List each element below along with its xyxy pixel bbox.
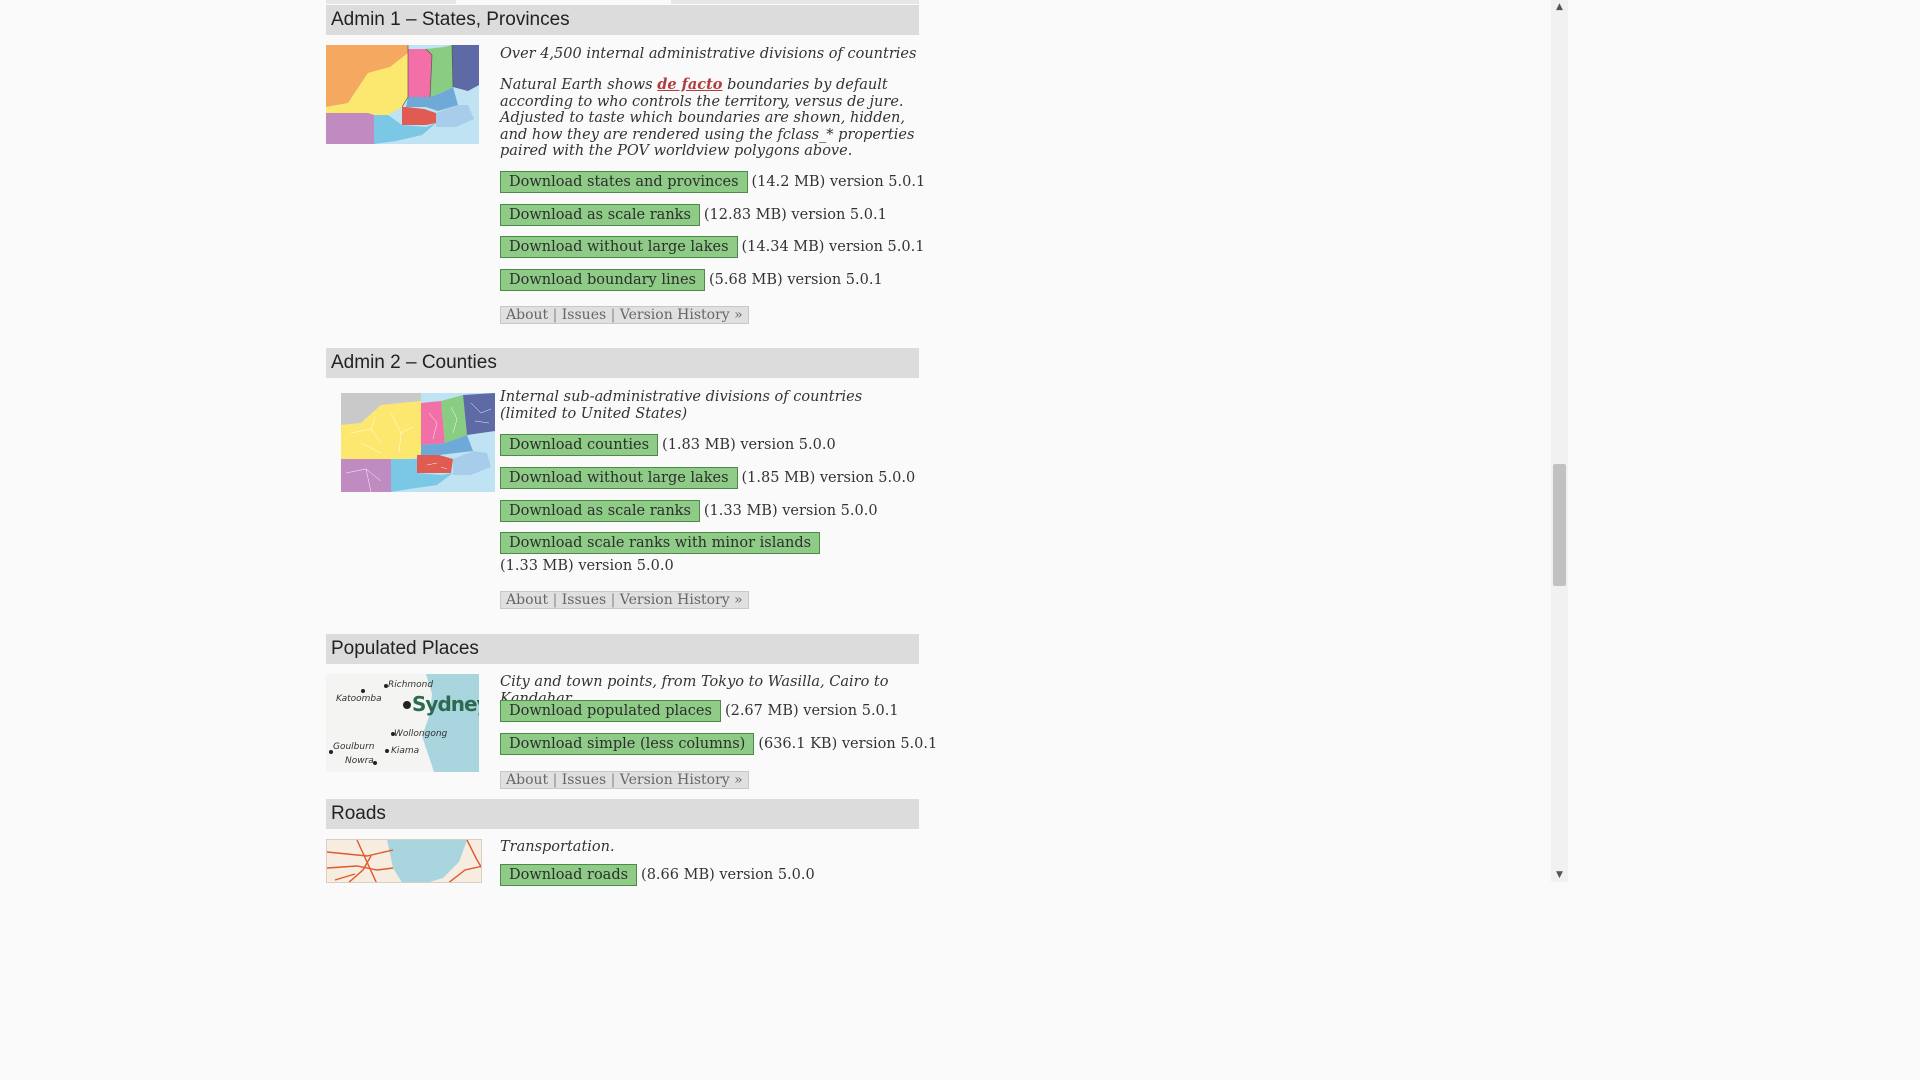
download-counties-button[interactable]: Download counties (500, 434, 659, 456)
map-label-wollongong: Wollongong (394, 729, 448, 739)
de-facto-link[interactable]: de facto (657, 76, 723, 93)
section-admin2: Admin 2 – Counties Internal sub-administ… (326, 348, 919, 623)
admin1-info-links: About | Issues | Version History » (500, 306, 749, 324)
scrollbar-thumb[interactable] (1553, 464, 1566, 586)
section-title: Admin 2 – Counties (326, 348, 919, 378)
vertical-scrollbar[interactable]: ▲ ▼ (1551, 0, 1568, 882)
download-row: Download roads (8.66 MB) version 5.0.0 (500, 864, 815, 886)
map-label-katoomba: Katoomba (336, 694, 382, 704)
download-row: Download as scale ranks (1.33 MB) version… (500, 500, 878, 522)
map-label-sydney: Sydney (412, 692, 479, 716)
defacto-note-pre: Natural Earth shows (500, 77, 658, 93)
issues-link[interactable]: Issues (561, 307, 607, 323)
admin2-map-thumbnail (341, 393, 495, 492)
section-admin1: Admin 1 – States, Provinces Over 4,500 i… (326, 5, 925, 335)
link-separator: | (552, 772, 558, 788)
download-meta: (5.68 MB) version 5.0.1 (709, 272, 883, 288)
download-row: Download without large lakes (14.34 MB) v… (500, 236, 924, 258)
download-meta: (1.85 MB) version 5.0.0 (741, 470, 916, 486)
download-states-provinces-button[interactable]: Download states and provinces (500, 171, 748, 193)
version-history-link[interactable]: Version History » (619, 772, 743, 788)
admin1-defacto-note: Natural Earth shows de facto boundaries … (500, 76, 920, 160)
link-separator: | (610, 592, 616, 608)
map-label-kiama: Kiama (391, 746, 420, 756)
download-meta: (14.34 MB) version 5.0.1 (741, 239, 925, 255)
download-row: Download scale ranks with minor islands (500, 532, 821, 554)
download-scale-ranks-button[interactable]: Download as scale ranks (500, 204, 700, 226)
issues-link[interactable]: Issues (561, 592, 607, 608)
download-row: Download boundary lines (5.68 MB) version… (500, 269, 883, 291)
download-meta: (12.83 MB) version 5.0.1 (703, 207, 887, 223)
admin2-description: Internal sub-administrative divisions of… (500, 389, 863, 422)
section-title: Roads (326, 799, 919, 829)
divider-segment (326, 0, 456, 4)
download-row: Download simple (less columns) (636.1 KB)… (500, 733, 937, 755)
issues-link[interactable]: Issues (561, 772, 607, 788)
section-populated-places: Populated Places Richmond Katoomba Sydne… (326, 634, 937, 794)
download-row: Download populated places (2.67 MB) versi… (500, 700, 899, 722)
scroll-down-arrow-icon[interactable]: ▼ (1556, 870, 1563, 880)
about-link[interactable]: About (506, 307, 549, 323)
roads-map-thumbnail (326, 839, 482, 883)
link-separator: | (610, 307, 616, 323)
divider-segment (671, 0, 919, 4)
map-label-richmond: Richmond (388, 680, 434, 690)
defacto-note-post: boundaries by default according to who c… (500, 77, 915, 159)
roads-description: Transportation. (500, 839, 615, 855)
section-roads: Roads Transportation. Download roads (8.6… (326, 799, 919, 886)
about-link[interactable]: About (506, 592, 549, 608)
section-title: Admin 1 – States, Provinces (326, 5, 919, 35)
download-without-large-lakes-button[interactable]: Download without large lakes (500, 467, 738, 489)
admin1-description: Over 4,500 internal administrative divis… (500, 46, 917, 62)
download-meta: (14.2 MB) version 5.0.1 (751, 174, 926, 190)
link-separator: | (610, 772, 616, 788)
download-meta: (1.33 MB) version 5.0.0 (500, 558, 674, 574)
download-simple-less-columns-button[interactable]: Download simple (less columns) (500, 733, 755, 755)
populated-places-info-links: About | Issues | Version History » (500, 771, 749, 789)
section-title: Populated Places (326, 634, 919, 664)
download-meta: (636.1 KB) version 5.0.1 (758, 736, 938, 752)
map-label-goulburn: Goulburn (333, 742, 375, 752)
download-row: Download counties (1.83 MB) version 5.0.0 (500, 434, 836, 456)
download-row: Download as scale ranks (12.83 MB) versio… (500, 204, 887, 226)
about-link[interactable]: About (506, 772, 549, 788)
download-populated-places-button[interactable]: Download populated places (500, 700, 721, 722)
admin2-info-links: About | Issues | Version History » (500, 591, 749, 609)
download-meta: (1.33 MB) version 5.0.0 (703, 503, 878, 519)
top-divider (326, 0, 919, 4)
download-scale-ranks-minor-islands-button[interactable]: Download scale ranks with minor islands (500, 532, 821, 554)
scroll-up-arrow-icon[interactable]: ▲ (1556, 2, 1563, 12)
link-separator: | (552, 592, 558, 608)
version-history-link[interactable]: Version History » (619, 592, 743, 608)
map-label-nowra: Nowra (345, 756, 374, 766)
admin1-map-thumbnail (326, 45, 479, 144)
link-separator: | (552, 307, 558, 323)
download-roads-button[interactable]: Download roads (500, 864, 638, 886)
populated-places-map-thumbnail: Richmond Katoomba Sydney Wollongong Goul… (326, 674, 479, 772)
download-scale-ranks-button[interactable]: Download as scale ranks (500, 500, 700, 522)
download-row: Download without large lakes (1.85 MB) ve… (500, 467, 915, 489)
download-without-large-lakes-button[interactable]: Download without large lakes (500, 236, 738, 258)
download-row: Download states and provinces (14.2 MB) v… (500, 171, 925, 193)
download-meta: (8.66 MB) version 5.0.0 (641, 867, 815, 883)
download-boundary-lines-button[interactable]: Download boundary lines (500, 269, 705, 291)
download-meta: (1.83 MB) version 5.0.0 (662, 437, 836, 453)
version-history-link[interactable]: Version History » (619, 307, 743, 323)
download-meta: (2.67 MB) version 5.0.1 (724, 703, 899, 719)
